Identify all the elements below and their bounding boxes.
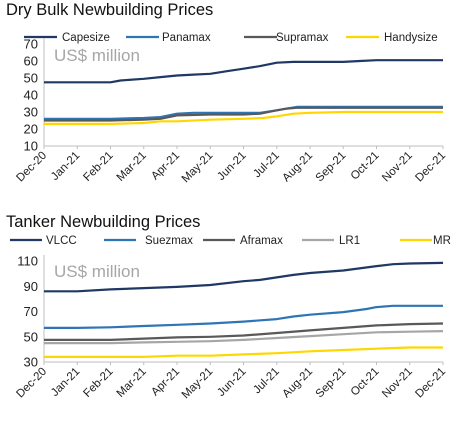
units-annotation: US$ million bbox=[54, 46, 140, 65]
x-tick-label: Apr-21 bbox=[149, 150, 182, 183]
x-tick-label: Nov-21 bbox=[380, 366, 415, 401]
y-tick-label: 60 bbox=[24, 54, 38, 69]
legend-label-capesize: Capesize bbox=[62, 32, 110, 44]
x-tick-label: May-21 bbox=[180, 150, 216, 186]
legend-label-panamax: Panamax bbox=[162, 32, 211, 44]
tanker-chart: VLCC Suezmax Aframax LR1 MR 30 50 70 90 110 Dec-20… bbox=[10, 235, 451, 402]
x-tick-label: Dec-21 bbox=[413, 366, 448, 401]
x-tick-label: Jun-21 bbox=[215, 366, 248, 399]
legend-label-aframax: Aframax bbox=[240, 235, 283, 247]
chart-title: Tanker Newbuilding Prices bbox=[6, 213, 201, 231]
legend-label-suezmax: Suezmax bbox=[145, 235, 193, 247]
x-tick-label: Apr-21 bbox=[149, 366, 182, 399]
legend-label-mr: MR bbox=[433, 235, 451, 247]
x-tick-label: Sep-21 bbox=[314, 150, 349, 185]
legend-label-lr1: LR1 bbox=[339, 235, 360, 247]
x-tick-label: Oct-21 bbox=[349, 366, 382, 399]
y-tick-label: 20 bbox=[24, 122, 38, 137]
y-tick-label: 50 bbox=[24, 71, 38, 86]
x-tick-label: Mar-21 bbox=[115, 150, 149, 184]
y-tick-label: 110 bbox=[17, 254, 38, 269]
x-tick-label: Dec-21 bbox=[413, 150, 448, 185]
x-tick-label: May-21 bbox=[180, 366, 216, 402]
x-tick-label: Aug-21 bbox=[280, 150, 315, 185]
series-line-handysize bbox=[44, 110, 443, 125]
x-tick-label: Jul-21 bbox=[251, 366, 282, 397]
dry-bulk-chart-panel: Dry Bulk Newbuilding Prices Capesize Pana… bbox=[0, 0, 457, 212]
x-tick-label: Jan-21 bbox=[49, 366, 82, 399]
y-tick-label: 30 bbox=[24, 105, 38, 120]
x-tick-label: Dec-20 bbox=[14, 366, 49, 401]
tanker-chart-panel: Tanker Newbuilding Prices VLCC Suezmax Afr… bbox=[0, 212, 457, 425]
chart-title: Dry Bulk Newbuilding Prices bbox=[6, 1, 214, 19]
y-tick-label: 40 bbox=[24, 88, 38, 103]
legend-label-supramax: Supramax bbox=[276, 32, 329, 44]
y-tick-label: 70 bbox=[24, 304, 38, 319]
x-tick-label: Jul-21 bbox=[251, 150, 282, 181]
x-tick-label: Sep-21 bbox=[314, 366, 349, 401]
y-tick-label: 90 bbox=[24, 279, 38, 294]
units-annotation: US$ million bbox=[54, 262, 140, 281]
series-line-capesize bbox=[44, 59, 443, 84]
x-tick-label: Feb-21 bbox=[81, 150, 115, 184]
dry-bulk-chart: Capesize Panamax Supramax Handysize 10 20 30 40… bbox=[14, 32, 448, 186]
x-tick-label: Feb-21 bbox=[81, 366, 115, 400]
y-tick-label: 30 bbox=[24, 355, 38, 370]
x-tick-label: Aug-21 bbox=[280, 366, 315, 401]
legend-label-handysize: Handysize bbox=[384, 32, 438, 44]
series-line-supramax bbox=[44, 106, 443, 122]
series-line-aframax bbox=[44, 322, 444, 341]
x-tick-label: Mar-21 bbox=[115, 366, 149, 400]
x-tick-label: Oct-21 bbox=[349, 150, 382, 183]
x-tick-label: Jun-21 bbox=[215, 150, 248, 183]
series-line-mr bbox=[44, 346, 443, 358]
legend-label-vlcc: VLCC bbox=[46, 235, 77, 247]
x-tick-label: Jan-21 bbox=[49, 150, 82, 183]
series-line-suezmax bbox=[44, 304, 443, 329]
series-line-vlcc bbox=[44, 261, 444, 293]
y-tick-label: 10 bbox=[24, 139, 38, 154]
x-tick-label: Dec-20 bbox=[14, 150, 49, 185]
y-tick-label: 50 bbox=[24, 329, 38, 344]
x-tick-label: Nov-21 bbox=[380, 150, 415, 185]
series-line-lr1 bbox=[44, 330, 444, 345]
y-tick-label: 70 bbox=[24, 37, 38, 52]
